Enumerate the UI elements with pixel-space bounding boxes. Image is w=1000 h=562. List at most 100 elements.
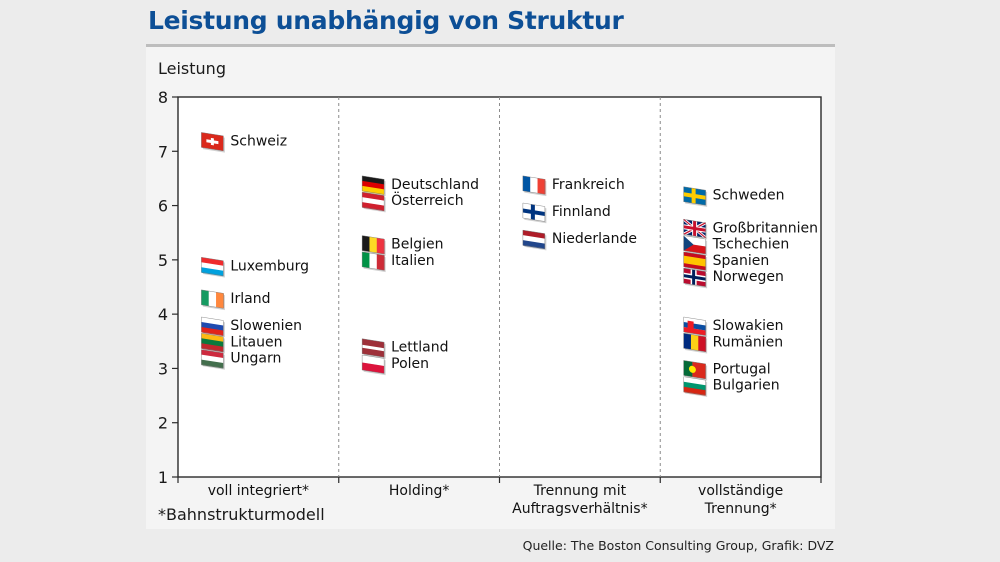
point-label: Lettland <box>391 340 448 356</box>
point-label: Finnland <box>552 204 611 220</box>
flag-bg-icon <box>683 376 708 397</box>
point-label: Litauen <box>230 334 282 350</box>
flag-lt-icon <box>201 333 225 354</box>
flag-lv-icon <box>361 338 386 359</box>
chart-title: Leistung unabhängig von Struktur <box>148 6 624 35</box>
footnote: *Bahnstrukturmodell <box>158 505 325 524</box>
flag-gb-icon <box>682 218 708 240</box>
flag-part <box>362 185 385 195</box>
flag-border <box>683 219 706 239</box>
flag-border <box>522 202 546 222</box>
flag-part <box>362 235 370 252</box>
flag-part <box>376 254 385 271</box>
flag-border <box>201 257 224 277</box>
flag-part <box>201 322 224 331</box>
flag-ch-icon <box>201 132 225 153</box>
flag-at-icon <box>361 191 386 213</box>
y-tick-label: 5 <box>158 251 168 270</box>
y-tick-label: 7 <box>158 142 168 161</box>
y-tick-label: 6 <box>158 197 168 216</box>
flag-se-icon <box>683 186 708 207</box>
point-label: Frankreich <box>552 177 625 193</box>
flag-border <box>361 175 385 195</box>
point-label: Spanien <box>713 253 770 269</box>
category-label: Holding* <box>389 483 450 499</box>
flag-part <box>201 262 224 272</box>
flag-part <box>692 361 706 379</box>
flag-part <box>683 386 706 396</box>
flag-border <box>683 376 706 396</box>
point-label: Slowenien <box>230 318 302 334</box>
flag-part <box>206 139 219 145</box>
flag-part <box>362 180 385 190</box>
flag-part <box>522 235 545 245</box>
flag-part <box>369 253 378 270</box>
flag-part <box>201 359 224 369</box>
point-label: Portugal <box>713 361 771 377</box>
flag-border <box>683 186 706 206</box>
flag-part <box>683 225 706 232</box>
flag-sk-icon <box>683 316 708 338</box>
flag-part <box>362 251 370 269</box>
point-label: Großbritannien <box>713 220 818 236</box>
y-axis-label: Leistung <box>158 59 226 78</box>
flag-part <box>522 175 531 193</box>
point-label: Belgien <box>391 237 443 253</box>
title-rule <box>146 44 835 47</box>
flag-part <box>362 344 385 352</box>
flag-part <box>216 292 224 309</box>
flag-border <box>361 354 385 374</box>
point-label: Ungarn <box>230 351 281 367</box>
flag-part <box>690 334 699 351</box>
flag-border <box>361 251 385 271</box>
flag-it-icon <box>361 251 386 273</box>
flag-border <box>201 333 224 353</box>
category-label: Auftragsverhältnis* <box>512 501 647 517</box>
point-label: Schweden <box>713 188 785 204</box>
flag-part <box>201 257 224 267</box>
category-label: Trennung* <box>704 501 777 517</box>
flag-part <box>530 177 539 194</box>
y-tick-label: 8 <box>158 88 168 107</box>
flag-border <box>522 175 546 195</box>
y-tick-label: 3 <box>158 359 168 378</box>
flag-part <box>522 230 545 240</box>
y-tick-label: 1 <box>158 468 168 487</box>
flag-pt-icon <box>683 360 708 381</box>
flag-part <box>683 235 694 251</box>
flag-part <box>683 360 693 377</box>
flag-part <box>683 192 706 200</box>
point-label: Irland <box>230 291 270 307</box>
flag-border <box>683 235 706 255</box>
flag-fr-icon <box>522 175 547 197</box>
flag-no-icon <box>683 267 708 289</box>
flag-pl-icon <box>361 354 386 376</box>
flag-part <box>522 208 545 216</box>
point-label: Bulgarien <box>713 378 780 394</box>
flag-part <box>201 354 224 364</box>
flag-part <box>522 240 545 250</box>
flag-be-icon <box>361 235 386 256</box>
flag-part <box>537 178 546 195</box>
flag-es-icon <box>683 251 708 273</box>
y-tick-label: 4 <box>158 305 168 324</box>
flag-de-icon <box>361 175 386 197</box>
point-label: Tschechien <box>712 237 790 253</box>
source-note: Quelle: The Boston Consulting Group, Gra… <box>522 538 834 553</box>
flag-ie-icon <box>201 289 225 311</box>
flag-border <box>683 267 706 287</box>
flag-border <box>683 360 706 380</box>
flag-part <box>683 381 706 391</box>
flag-part <box>362 175 385 185</box>
flag-border <box>201 132 224 152</box>
flag-fi-icon <box>522 202 547 224</box>
point-label: Norwegen <box>713 269 784 285</box>
flag-border <box>361 338 385 358</box>
flag-part <box>201 317 224 326</box>
point-label: Luxemburg <box>230 258 309 274</box>
flag-part <box>362 197 385 207</box>
flag-part <box>683 333 692 350</box>
category-label: vollständige <box>698 483 783 499</box>
flag-border <box>361 191 385 211</box>
